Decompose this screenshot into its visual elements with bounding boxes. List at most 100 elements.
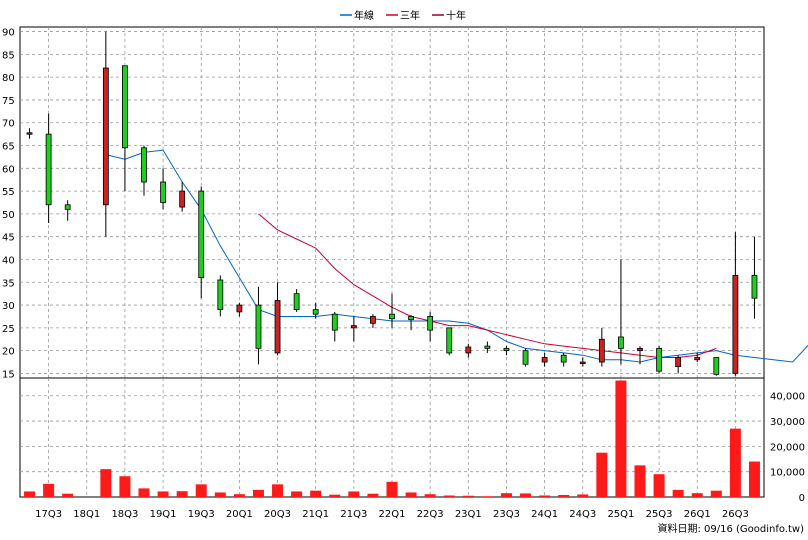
candle-body	[732, 275, 739, 374]
volume-bar	[710, 490, 722, 497]
candle-body	[45, 133, 52, 206]
price-tick-label: 30	[2, 301, 15, 312]
candle-body	[160, 181, 166, 203]
candle-body	[446, 327, 453, 354]
candle-body	[350, 325, 357, 329]
price-tick-label: 50	[2, 210, 15, 221]
price-tick-label: 20	[2, 347, 15, 358]
x-tick-label: 21Q3	[340, 509, 367, 520]
candle-body	[198, 190, 205, 279]
candle-body	[579, 361, 586, 364]
volume-bars	[24, 380, 760, 497]
candle-body	[389, 313, 395, 320]
legend-label-2: 三年	[400, 9, 420, 22]
candle-body	[274, 300, 281, 354]
x-tick-label: 25Q3	[646, 509, 673, 520]
x-tick-label: 17Q3	[35, 509, 62, 520]
volume-bar	[577, 494, 589, 497]
volume-bar	[119, 476, 131, 497]
volume-bar	[176, 491, 188, 497]
volume-y-axis: 0 10,000 20,000 30,000 40,000	[770, 392, 805, 504]
volume-bar	[100, 469, 112, 497]
candle-body	[484, 345, 491, 349]
volume-bar	[558, 494, 570, 497]
volume-bar	[748, 461, 760, 497]
x-tick-label: 26Q3	[722, 509, 749, 520]
volume-bar	[520, 493, 532, 497]
price-tick-label: 40	[2, 255, 15, 266]
volume-bar	[157, 491, 169, 497]
volume-bar	[195, 484, 207, 497]
volume-bar	[62, 493, 74, 497]
x-tick-label: 20Q1	[226, 509, 253, 520]
candle-body	[694, 357, 701, 361]
x-tick-label: 24Q1	[531, 509, 558, 520]
legend-label-3: 十年	[446, 9, 466, 22]
candle-body	[217, 279, 224, 311]
legend-label-1: 年線	[354, 9, 374, 22]
candle-body	[141, 147, 147, 183]
price-gridlines	[20, 27, 764, 378]
volume-bar	[596, 452, 608, 497]
volume-bar	[348, 491, 360, 497]
volume-bar	[443, 495, 455, 497]
x-tick-label: 19Q3	[188, 509, 215, 520]
candle-body	[255, 304, 262, 349]
price-tick-label: 85	[2, 50, 15, 61]
volume-gridlines	[20, 378, 764, 497]
price-tick-label: 60	[2, 164, 15, 175]
candle-body	[236, 304, 243, 313]
price-tick-label: 25	[2, 324, 15, 335]
candle-body	[675, 357, 682, 368]
candle-body	[293, 293, 300, 311]
volume-bar	[481, 496, 493, 497]
x-tick-label: 25Q1	[607, 509, 634, 520]
volume-bar	[233, 494, 245, 497]
price-tick-label: 55	[2, 187, 15, 198]
volume-bar	[272, 484, 284, 497]
source-label: 資料日期: 09/16 (Goodinfo.tw)	[657, 522, 804, 535]
candle-body	[26, 132, 33, 135]
candle-body	[541, 357, 548, 363]
volume-bar	[405, 492, 417, 497]
volume-tick-label: 40,000	[770, 392, 805, 403]
candle-body	[656, 347, 662, 372]
volume-bar	[386, 481, 398, 497]
volume-bar	[43, 483, 55, 497]
price-tick-label: 90	[2, 28, 15, 39]
x-tick-label: 22Q1	[379, 509, 406, 520]
candle-body	[503, 347, 510, 352]
candle-body	[370, 316, 376, 324]
candle-body	[427, 316, 434, 331]
volume-tick-label: 10,000	[770, 468, 805, 479]
candle-body	[331, 313, 338, 331]
volume-bar	[424, 494, 436, 497]
volume-bar	[462, 495, 474, 497]
volume-bar	[24, 491, 36, 497]
volume-bar	[310, 490, 322, 497]
volume-bar	[615, 380, 627, 497]
candle-body	[560, 354, 567, 363]
x-tick-label: 23Q3	[493, 509, 520, 520]
candle-body	[122, 65, 128, 149]
price-tick-label: 80	[2, 73, 15, 84]
volume-bar	[291, 491, 303, 497]
candle-body	[618, 336, 624, 349]
x-axis: 17Q3 18Q1 18Q3 19Q1 19Q3 20Q1 20Q3 21Q1 21Q3 22Q1…	[35, 509, 749, 520]
candle-body	[312, 309, 319, 315]
price-tick-label: 70	[2, 119, 15, 130]
ma-line-年線	[105, 149, 808, 363]
x-tick-label: 24Q3	[569, 509, 596, 520]
candle-body	[598, 338, 605, 363]
volume-bar	[500, 493, 512, 497]
volume-bar	[672, 489, 684, 497]
candle-body	[64, 204, 71, 210]
price-tick-label: 15	[2, 369, 15, 380]
volume-bar	[367, 493, 379, 497]
volume-bar	[539, 495, 551, 497]
price-tick-label: 35	[2, 278, 15, 289]
volume-tick-label: 30,000	[770, 417, 805, 428]
candle-body	[713, 357, 720, 375]
price-y-axis: 15 20 25 30 35 40 45 50 55 60 65 70 75 80 85 90	[2, 28, 15, 381]
